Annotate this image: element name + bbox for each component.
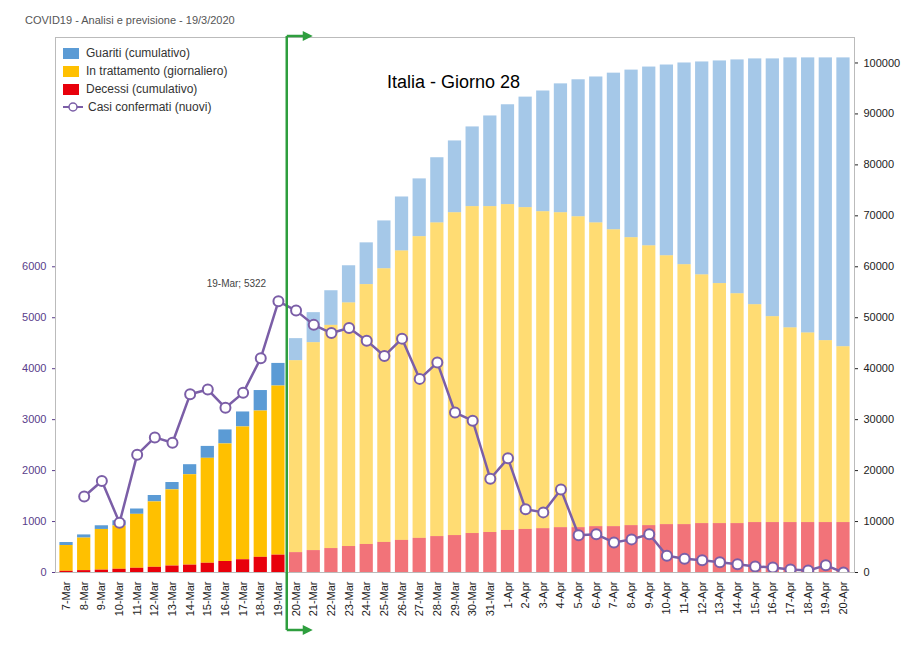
svg-text:3000: 3000 — [22, 413, 46, 425]
svg-text:17-Mar: 17-Mar — [237, 581, 249, 616]
svg-text:30-Mar: 30-Mar — [466, 581, 478, 616]
svg-text:26-Mar: 26-Mar — [396, 581, 408, 616]
svg-text:6-Apr: 6-Apr — [590, 581, 602, 608]
svg-text:8-Apr: 8-Apr — [625, 581, 637, 608]
svg-text:21-Mar: 21-Mar — [307, 581, 319, 616]
svg-text:40000: 40000 — [864, 362, 895, 374]
svg-text:16-Mar: 16-Mar — [219, 581, 231, 616]
svg-text:24-Mar: 24-Mar — [360, 581, 372, 616]
svg-text:20-Apr: 20-Apr — [837, 581, 849, 614]
svg-text:1000: 1000 — [22, 515, 46, 527]
svg-text:4-Apr: 4-Apr — [554, 581, 566, 608]
svg-text:16-Apr: 16-Apr — [766, 581, 778, 614]
svg-text:2000: 2000 — [22, 464, 46, 476]
svg-text:11-Apr: 11-Apr — [678, 581, 690, 614]
html-text:COVID19 - Analisi e previsione: COVID19 - Analisi e previsione - 19/3/20… — [25, 14, 235, 26]
svg-text:12-Apr: 12-Apr — [696, 581, 708, 614]
svg-text:10000: 10000 — [864, 515, 895, 527]
svg-text:0: 0 — [40, 566, 46, 578]
svg-text:7-Apr: 7-Apr — [607, 581, 619, 608]
html-text:Casi confermati (nuovi): Casi confermati (nuovi) — [88, 100, 212, 114]
svg-text:5-Apr: 5-Apr — [572, 581, 584, 608]
svg-text:5000: 5000 — [22, 311, 46, 323]
svg-text:19-Mar: 19-Mar — [272, 581, 284, 616]
svg-text:8-Mar: 8-Mar — [78, 581, 90, 610]
svg-text:19-Apr: 19-Apr — [819, 581, 831, 614]
svg-text:7-Mar: 7-Mar — [60, 581, 72, 610]
svg-text:50000: 50000 — [864, 311, 895, 323]
svg-text:70000: 70000 — [864, 209, 895, 221]
svg-text:20000: 20000 — [864, 464, 895, 476]
svg-text:30000: 30000 — [864, 413, 895, 425]
svg-text:1-Apr: 1-Apr — [501, 581, 513, 608]
svg-text:60000: 60000 — [864, 260, 895, 272]
html-text:Guariti (cumulativo): Guariti (cumulativo) — [86, 46, 190, 60]
svg-text:20-Mar: 20-Mar — [290, 581, 302, 616]
svg-text:27-Mar: 27-Mar — [413, 581, 425, 616]
svg-text:4000: 4000 — [22, 362, 46, 374]
svg-text:15-Apr: 15-Apr — [749, 581, 761, 614]
svg-text:28-Mar: 28-Mar — [431, 581, 443, 616]
svg-text:23-Mar: 23-Mar — [343, 581, 355, 616]
svg-text:22-Mar: 22-Mar — [325, 581, 337, 616]
svg-text:31-Mar: 31-Mar — [484, 581, 496, 616]
html-text:Decessi (cumulativo): Decessi (cumulativo) — [86, 82, 198, 96]
svg-text:90000: 90000 — [864, 107, 895, 119]
svg-text:10-Apr: 10-Apr — [660, 581, 672, 614]
svg-text:9-Apr: 9-Apr — [643, 581, 655, 608]
svg-text:11-Mar: 11-Mar — [131, 581, 143, 615]
svg-text:29-Mar: 29-Mar — [449, 581, 461, 616]
svg-text:12-Mar: 12-Mar — [148, 581, 160, 616]
svg-text:18-Apr: 18-Apr — [802, 581, 814, 614]
svg-text:19-Mar; 5322: 19-Mar; 5322 — [207, 278, 267, 289]
svg-text:18-Mar: 18-Mar — [254, 581, 266, 616]
svg-text:80000: 80000 — [864, 158, 895, 170]
svg-text:0: 0 — [864, 566, 870, 578]
svg-text:9-Mar: 9-Mar — [95, 581, 107, 610]
svg-text:13-Mar: 13-Mar — [166, 581, 178, 616]
svg-text:17-Apr: 17-Apr — [784, 581, 796, 614]
svg-text:2-Apr: 2-Apr — [519, 581, 531, 608]
svg-text:15-Mar: 15-Mar — [201, 581, 213, 616]
svg-text:3-Apr: 3-Apr — [537, 581, 549, 608]
html-text:In trattamento (giornaliero): In trattamento (giornaliero) — [86, 64, 228, 78]
svg-text:6000: 6000 — [22, 260, 46, 272]
html-text:Italia - Giorno 28: Italia - Giorno 28 — [387, 72, 521, 92]
svg-text:13-Apr: 13-Apr — [713, 581, 725, 614]
svg-text:14-Apr: 14-Apr — [731, 581, 743, 614]
svg-text:14-Mar: 14-Mar — [184, 581, 196, 616]
svg-text:100000: 100000 — [864, 56, 901, 68]
svg-text:10-Mar: 10-Mar — [113, 581, 125, 616]
svg-text:25-Mar: 25-Mar — [378, 581, 390, 616]
